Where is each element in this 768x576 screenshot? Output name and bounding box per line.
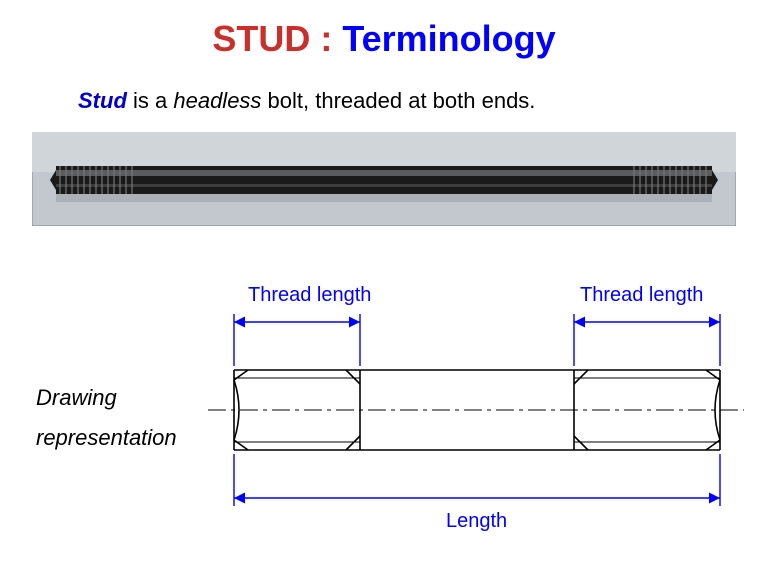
stud-photo bbox=[32, 132, 736, 226]
diagram-area: Drawing representation Thread length Thr… bbox=[0, 280, 768, 576]
def-mid1: is a bbox=[127, 88, 173, 113]
def-mid2: bolt, threaded at both ends. bbox=[261, 88, 535, 113]
page-title: STUD : Terminology bbox=[0, 0, 768, 60]
definition-text: Stud is a headless bolt, threaded at bot… bbox=[78, 88, 768, 114]
stud-drawing-svg bbox=[0, 280, 768, 576]
title-part2: Terminology bbox=[342, 18, 555, 59]
title-part1: STUD : bbox=[212, 18, 342, 59]
headless-word: headless bbox=[173, 88, 261, 113]
stud-photo-svg bbox=[32, 132, 736, 226]
stud-word: Stud bbox=[78, 88, 127, 113]
